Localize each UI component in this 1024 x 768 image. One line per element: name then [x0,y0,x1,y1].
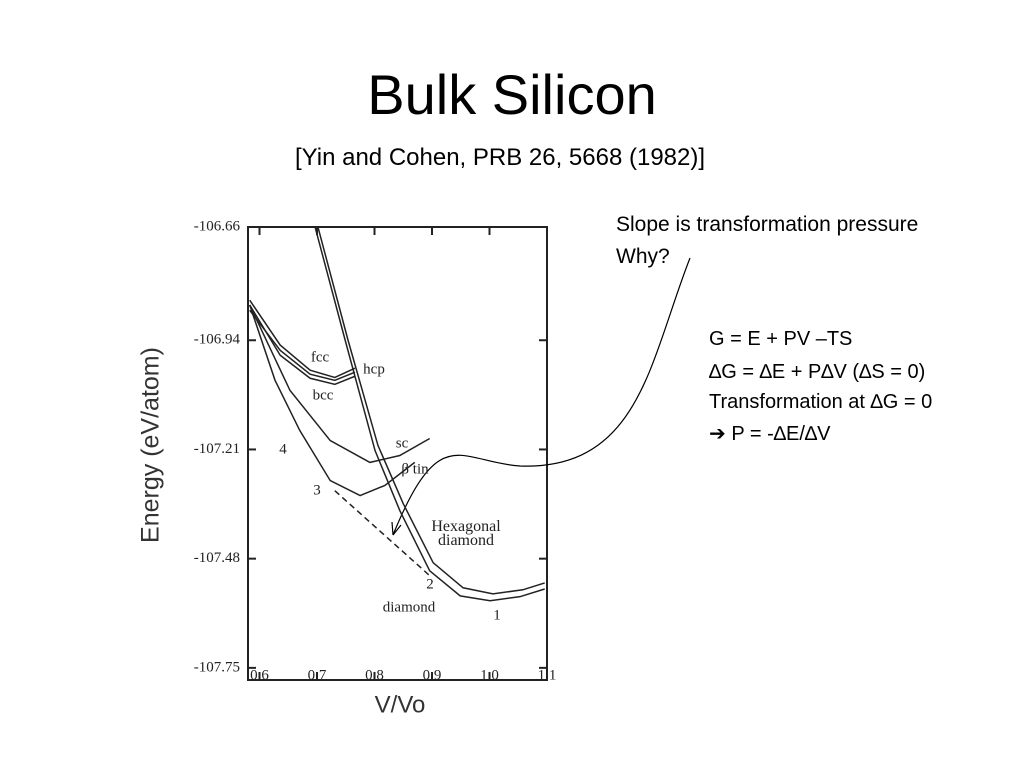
series-label: bcc [313,387,334,403]
series-label: sc [396,435,409,451]
equation: Transformation at ∆G = 0 [709,391,933,413]
y-tick-label: -107.21 [194,441,240,457]
curve-number: 2 [426,576,434,592]
curve [314,227,545,602]
slide-subtitle: [Yin and Cohen, PRB 26, 5668 (1982)] [294,144,706,171]
equation: G = E + PV –TS [709,328,853,350]
y-tick-label: -107.75 [194,659,240,675]
x-axis-label: V/Vo [375,691,426,718]
x-tick-label: 1.0 [480,667,499,683]
arrow [392,257,691,536]
slide-title: Bulk Silicon [367,63,657,126]
x-tick-label: 0.7 [308,667,327,683]
y-tick-label: -106.66 [194,218,241,234]
equation: ∆G = ∆E + P∆V (∆S = 0) [709,361,926,383]
series-label: fcc [311,349,330,365]
x-tick-label: 0.8 [365,667,384,683]
curve-number: 4 [279,441,287,457]
series-label-box: Hexagonal diamond [431,520,501,549]
series-label: β tin [401,461,429,477]
arrow-head [391,521,402,536]
equation: ➔ P = -∆E/∆V [709,423,831,445]
curve-number: 3 [313,482,321,498]
x-tick-label: 0.6 [250,667,269,683]
curve [249,299,356,379]
series-label: diamond [383,599,436,615]
curve-number: 1 [493,607,501,623]
note: Why? [616,245,670,268]
curve [249,304,356,386]
curve [249,304,416,497]
note: Slope is transformation pressure [616,213,919,236]
curve [249,309,356,382]
y-tick-label: -106.94 [194,332,241,348]
y-axis-label: Energy (eV/atom) [137,347,165,543]
x-tick-label: 0.9 [423,667,442,683]
curve [334,490,431,577]
x-tick-label: 1.1 [538,667,557,683]
plot-frame [247,226,548,681]
curve [317,227,545,595]
curve [249,304,431,464]
y-tick-label: -107.48 [194,550,240,566]
series-label: Hexagonal diamond [431,520,501,549]
series-label: hcp [363,361,385,377]
